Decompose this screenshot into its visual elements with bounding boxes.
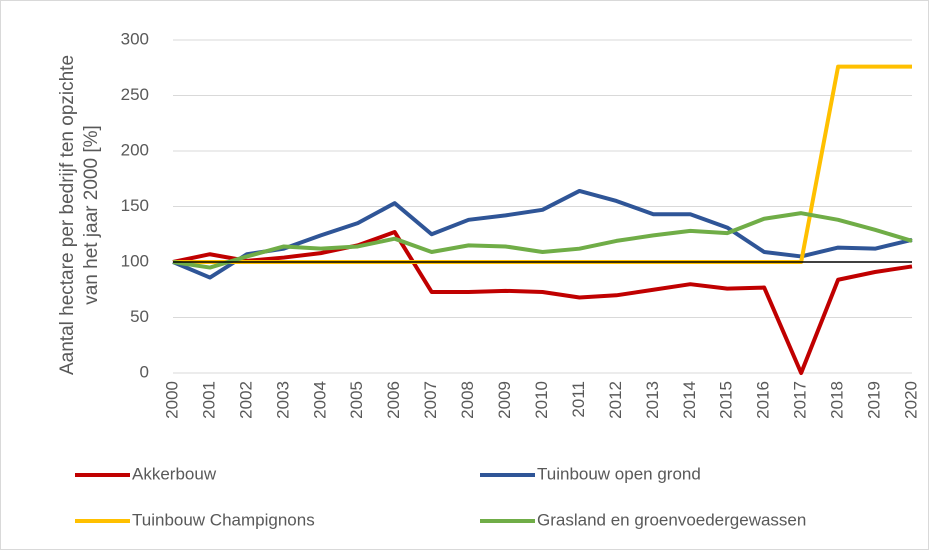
y-tick-label: 150 (121, 196, 149, 215)
x-tick-label: 2020 (901, 381, 920, 419)
y-tick-label: 300 (121, 29, 149, 48)
x-tick-label: 2008 (458, 381, 477, 419)
series-line (172, 230, 913, 375)
legend-label: Akkerbouw (132, 464, 217, 483)
x-tick-label: 2003 (273, 381, 292, 419)
x-tick-label: 2019 (865, 381, 884, 419)
x-tick-label: 2012 (606, 381, 625, 419)
x-tick-label: 2007 (421, 381, 440, 419)
x-tick-label: 2005 (347, 381, 366, 419)
y-axis-label: Aantal hectare per bedrijf ten opzichte (57, 55, 78, 375)
legend-label: Grasland en groenvoedergewassen (537, 510, 806, 529)
x-tick-label: 2015 (717, 381, 736, 419)
legend-label: Tuinbouw open grond (537, 464, 701, 483)
y-axis-label: van het jaar 2000 [%] (81, 125, 102, 305)
x-tick-label: 2014 (680, 381, 699, 419)
x-tick-label: 2018 (828, 381, 847, 419)
x-tick-label: 2001 (199, 381, 218, 419)
y-tick-label: 200 (121, 140, 149, 159)
x-tick-label: 2013 (643, 381, 662, 419)
x-tick-label: 2010 (532, 381, 551, 419)
y-tick-label: 0 (140, 362, 149, 381)
series-line (172, 211, 913, 270)
y-tick-label: 250 (121, 85, 149, 104)
x-tick-label: 2000 (162, 381, 181, 419)
x-tick-label: 2016 (754, 381, 773, 419)
x-tick-label: 2002 (236, 381, 255, 419)
x-tick-label: 2009 (495, 381, 514, 419)
series-line (172, 188, 913, 280)
y-tick-label: 50 (130, 307, 149, 326)
x-tick-label: 2011 (569, 381, 588, 418)
legend-label: Tuinbouw Champignons (132, 510, 315, 529)
y-tick-label: 100 (121, 251, 149, 270)
x-tick-label: 2017 (791, 381, 810, 419)
x-tick-label: 2004 (310, 381, 329, 419)
x-tick-label: 2006 (384, 381, 403, 419)
